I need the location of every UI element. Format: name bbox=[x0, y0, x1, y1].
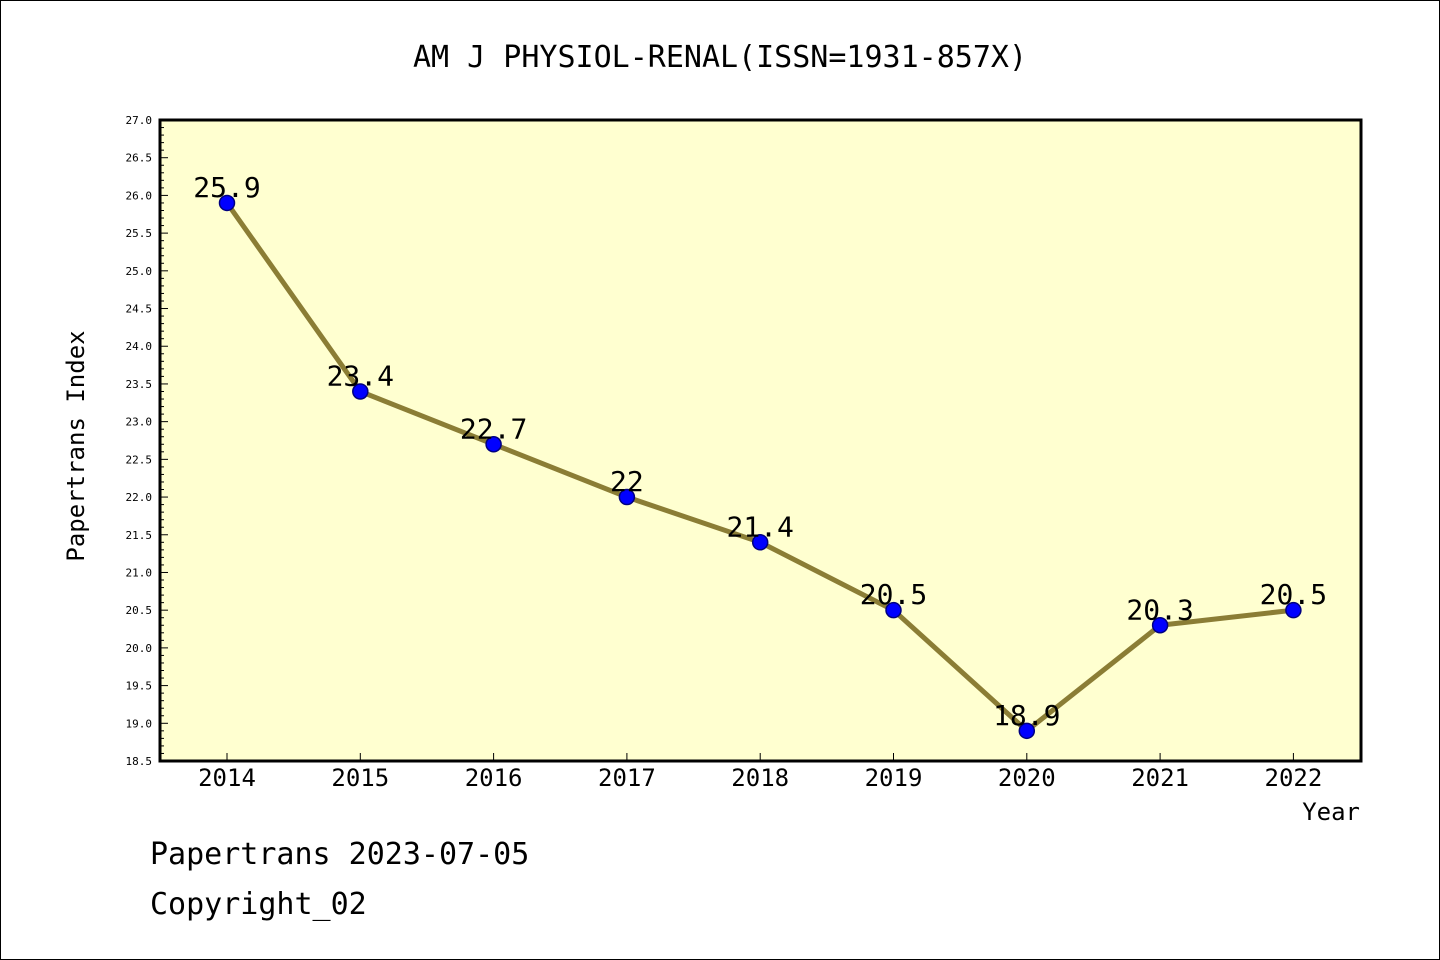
data-label: 20.5 bbox=[860, 578, 927, 611]
x-tick-label: 2017 bbox=[598, 764, 656, 792]
data-label: 20.5 bbox=[1260, 578, 1327, 611]
data-label: 23.4 bbox=[327, 359, 394, 392]
data-label: 18.9 bbox=[993, 699, 1060, 732]
data-point-marker bbox=[751, 534, 769, 551]
y-tick-label: 24.0 bbox=[126, 340, 153, 353]
x-tick-label: 2020 bbox=[998, 764, 1056, 792]
y-tick-label: 26.0 bbox=[126, 189, 153, 202]
y-axis: 18.5 19.0 19.5 20.0 20.5 21.0 21.5 22.0 22.5 23.0… bbox=[126, 114, 168, 768]
data-point-marker bbox=[352, 383, 369, 400]
x-tick-label: 2018 bbox=[731, 764, 789, 792]
data-point-marker bbox=[885, 601, 902, 619]
y-tick-label: 18.5 bbox=[126, 755, 153, 768]
footer-date: Papertrans 2023-07-05 bbox=[150, 837, 529, 872]
x-axis: 2014 2015 2016 2017 2018 2019 2020 2021 2022 bbox=[198, 753, 1322, 792]
data-label: 22.7 bbox=[460, 412, 527, 445]
y-tick-label: 20.0 bbox=[126, 642, 153, 655]
y-tick-label: 20.5 bbox=[126, 604, 153, 617]
data-point-marker bbox=[618, 488, 636, 506]
y-tick-label: 27.0 bbox=[126, 114, 153, 127]
y-tick-label: 19.5 bbox=[126, 680, 153, 693]
x-axis-label: Year bbox=[1302, 798, 1360, 826]
x-tick-label: 2016 bbox=[465, 764, 523, 792]
y-tick-label: 21.5 bbox=[126, 529, 153, 542]
x-tick-label: 2015 bbox=[331, 764, 389, 792]
x-tick-label: 2019 bbox=[865, 764, 923, 792]
y-tick-label: 22.0 bbox=[126, 491, 153, 504]
data-point-marker bbox=[218, 194, 236, 212]
data-label: 20.3 bbox=[1126, 593, 1193, 626]
y-tick-label: 23.0 bbox=[126, 416, 153, 429]
y-tick-label: 24.5 bbox=[126, 303, 153, 316]
y-tick-label: 25.0 bbox=[126, 265, 153, 278]
y-tick-label: 19.0 bbox=[126, 717, 153, 730]
data-label: 25.9 bbox=[193, 171, 260, 204]
data-label: 21.4 bbox=[726, 510, 793, 543]
y-tick-label: 26.5 bbox=[126, 152, 153, 165]
y-axis-label: Papertrans Index bbox=[62, 330, 90, 561]
data-point-marker bbox=[485, 436, 502, 453]
footer-copyright: Copyright_02 bbox=[150, 887, 367, 922]
data-labels-group: 25.9 23.4 22.7 22 21.4 20.5 18.9 20.3 20.5 bbox=[193, 171, 1327, 732]
y-tick-label: 21.0 bbox=[126, 566, 153, 579]
data-label: 22 bbox=[610, 465, 644, 498]
x-tick-label: 2014 bbox=[198, 764, 256, 792]
data-point-marker bbox=[1285, 601, 1302, 619]
plot-area bbox=[158, 118, 1363, 763]
chart-title: AM J PHYSIOL-RENAL(ISSN=1931-857X) bbox=[413, 40, 1027, 75]
y-tick-label: 25.5 bbox=[126, 227, 153, 240]
x-tick-label: 2021 bbox=[1131, 764, 1189, 792]
y-tick-label: 23.5 bbox=[126, 378, 153, 391]
x-tick-label: 2022 bbox=[1265, 764, 1323, 792]
data-point-marker bbox=[1151, 617, 1169, 634]
markers-group bbox=[218, 194, 1302, 740]
data-point-marker bbox=[1018, 722, 1036, 740]
y-tick-label: 22.5 bbox=[126, 453, 153, 466]
